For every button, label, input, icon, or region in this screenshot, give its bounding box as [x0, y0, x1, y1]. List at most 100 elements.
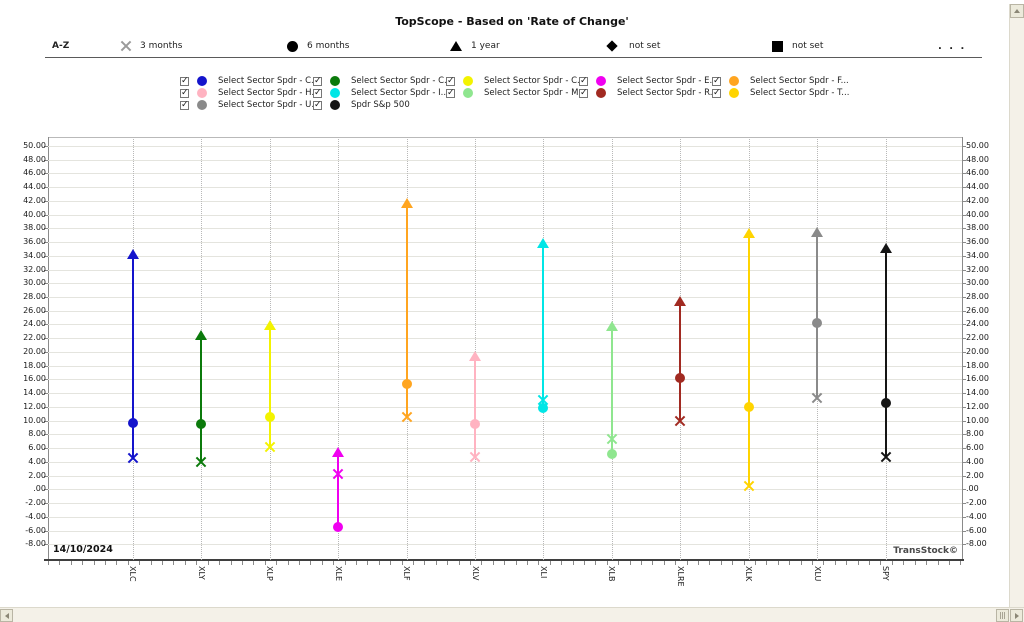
h-gridline [48, 365, 962, 367]
period-3-months[interactable]: 3 months [120, 36, 183, 56]
period-6-months[interactable]: 6 months [287, 36, 350, 56]
legend-checkbox[interactable]: ✓ [712, 87, 721, 98]
square-marker-icon [772, 40, 783, 52]
h-gridline [48, 351, 962, 353]
legend-label: Select Sector Spdr - I... [351, 88, 449, 98]
horizontal-scroll-thumb[interactable] [996, 609, 1009, 622]
y-axis-tick [44, 393, 48, 395]
y-axis-label-left: 6.00 [28, 443, 46, 453]
h-gridline [48, 516, 962, 518]
legend-color-dot-icon [463, 88, 473, 98]
legend-label: Select Sector Spdr - U... [218, 100, 320, 110]
marker-XLP-1-year [263, 320, 276, 331]
x-axis-minor-tick [492, 561, 494, 565]
y-axis-label-left: 28.00 [23, 291, 46, 301]
h-gridline [48, 145, 962, 147]
x-axis-minor-tick [869, 561, 870, 565]
y-axis-tick [44, 338, 48, 340]
y-axis-label-right: .00 [966, 484, 979, 494]
y-axis-label-left: 48.00 [23, 154, 46, 164]
h-gridline [48, 338, 962, 340]
marker-XLE-6-months [333, 522, 344, 533]
legend-checkbox[interactable]: ✓ [313, 99, 322, 110]
x-axis-minor-tick [880, 561, 882, 565]
marker-XLK-3-months [743, 480, 754, 492]
scroll-left-button[interactable] [0, 609, 13, 622]
legend-checkbox[interactable]: ✓ [446, 87, 455, 98]
legend-color-dot-icon [596, 76, 606, 86]
horizontal-scrollbar-track[interactable] [0, 607, 1024, 622]
legend-checkbox[interactable]: ✓ [180, 99, 189, 110]
legend-label: Select Sector Spdr - H... [218, 88, 320, 98]
more-options-button[interactable]: . . . [938, 36, 966, 56]
y-axis-label-left: 24.00 [23, 319, 46, 329]
y-axis-label-left: 30.00 [23, 278, 46, 288]
y-axis-label-right: -2.00 [966, 498, 987, 508]
x-axis-minor-tick [948, 561, 950, 565]
scroll-up-button[interactable] [1010, 4, 1024, 18]
legend-checkbox[interactable]: ✓ [180, 87, 189, 98]
series-legend: ✓ Select Sector Spdr - C... ✓ Select Sector… [180, 75, 849, 110]
marker-XLV-3-months [469, 451, 481, 463]
legend-checkbox[interactable]: ✓ [313, 75, 322, 86]
x-axis-minor-tick [834, 561, 836, 565]
h-gridline [48, 406, 962, 408]
marker-SPY-3-months [880, 451, 891, 463]
x-axis-minor-tick [595, 561, 597, 565]
period-3-months-label: 3 months [140, 41, 183, 51]
y-axis-label-right: 34.00 [966, 250, 989, 260]
x-axis-minor-tick [344, 561, 346, 565]
y-axis-label-right: 32.00 [966, 264, 989, 274]
marker-XLP-6-months [264, 412, 275, 423]
y-axis-tick [44, 255, 48, 257]
y-axis-tick [962, 214, 966, 216]
x-axis-label-XLY: XLY [196, 566, 206, 580]
y-axis-tick [44, 530, 48, 532]
y-axis-tick [962, 489, 966, 491]
legend-label: Select Sector Spdr - C... [351, 76, 453, 86]
sort-az-button[interactable]: A-Z [52, 36, 69, 56]
y-axis-tick [44, 145, 48, 147]
y-axis-tick [962, 461, 966, 463]
plot-top-border [48, 137, 962, 138]
legend-checkbox[interactable]: ✓ [313, 87, 322, 98]
legend-checkbox[interactable]: ✓ [446, 75, 455, 86]
x-axis-minor-tick [686, 561, 688, 565]
legend-checkbox[interactable]: ✓ [712, 75, 721, 86]
period-not-set-1[interactable]: not set [606, 36, 660, 56]
x-axis-minor-tick [390, 561, 392, 565]
y-axis-tick [962, 310, 966, 312]
legend-checkbox[interactable]: ✓ [579, 75, 588, 86]
x-axis-label-XLV: XLV [470, 566, 480, 581]
marker-XLU-1-year [811, 227, 824, 238]
x-axis-minor-tick [139, 561, 141, 565]
period-1-year-label: 1 year [471, 41, 500, 51]
x-axis-minor-tick [82, 561, 84, 565]
x-axis-minor-tick [162, 561, 163, 565]
legend-checkbox[interactable]: ✓ [579, 87, 588, 98]
period-1-year[interactable]: 1 year [450, 36, 500, 56]
y-axis-tick [962, 338, 966, 340]
x-axis-minor-tick [515, 561, 517, 565]
y-axis-tick [44, 324, 48, 326]
x-axis-minor-tick [755, 561, 756, 565]
y-axis-tick [962, 324, 966, 326]
x-axis-minor-tick [675, 561, 677, 565]
x-axis-minor-tick [276, 561, 278, 565]
period-not-set-2[interactable]: not set [772, 36, 823, 56]
period-6-months-label: 6 months [307, 41, 350, 51]
legend-label: Select Sector Spdr - C... [218, 76, 320, 86]
legend-color-dot-icon [197, 100, 207, 110]
vertical-scrollbar-track[interactable] [1009, 4, 1024, 607]
legend-checkbox[interactable]: ✓ [180, 75, 189, 86]
y-axis-tick [44, 242, 48, 244]
y-axis-label-left: 40.00 [23, 209, 46, 219]
column-gridline [475, 137, 476, 560]
x-axis-minor-tick [652, 561, 654, 565]
h-gridline [48, 489, 962, 491]
scroll-right-button[interactable] [1010, 609, 1023, 622]
h-gridline [48, 242, 962, 244]
legend-color-dot-icon [729, 88, 739, 98]
y-axis-tick [962, 228, 966, 230]
